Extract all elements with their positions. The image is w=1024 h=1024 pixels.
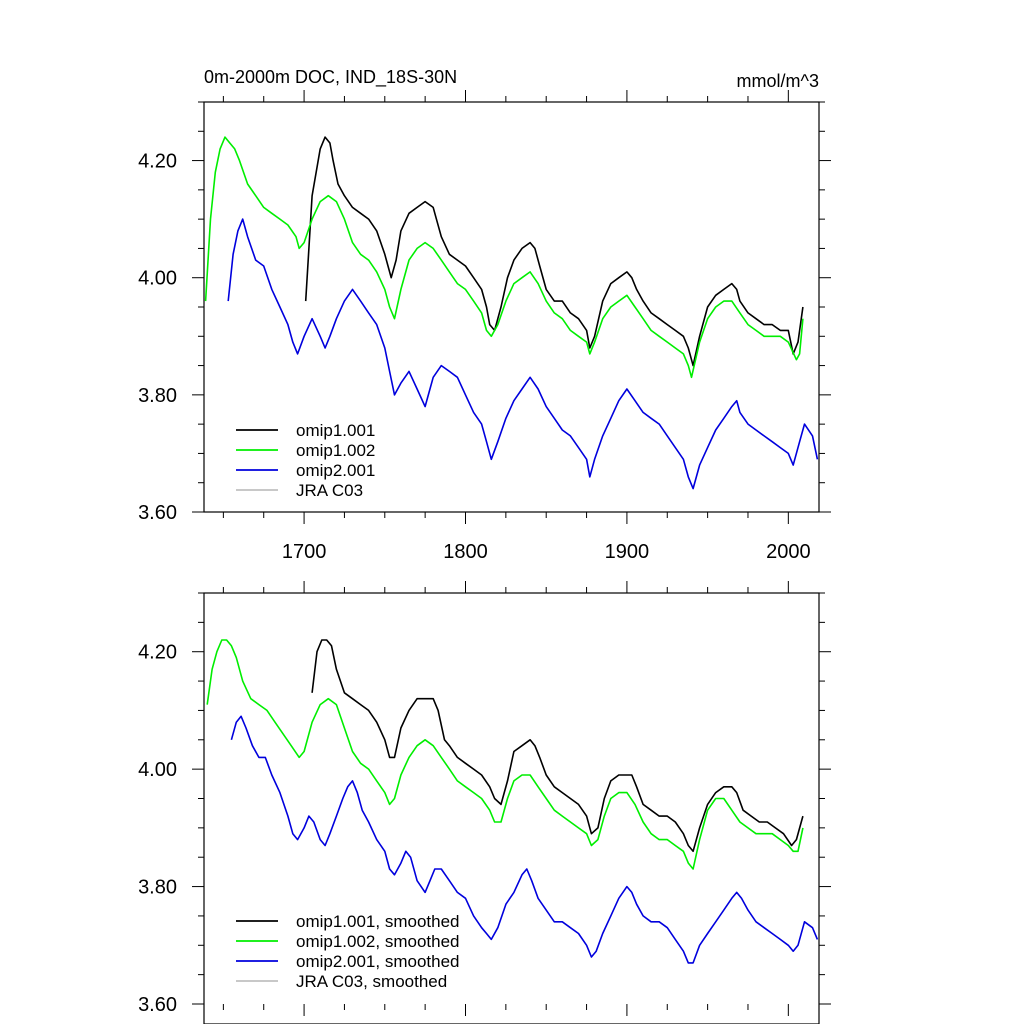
legend-label: omip1.002 bbox=[296, 441, 375, 460]
series-line-omip2-001-smoothed bbox=[230, 715, 819, 964]
series-line-omip1-002 bbox=[204, 136, 804, 379]
x-tick-label: 1900 bbox=[605, 541, 650, 563]
top-y-tick-labels: 3.60 3.80 4.00 4.20 bbox=[138, 151, 177, 524]
bottom-plot-frame bbox=[203, 592, 820, 1024]
y-tick-label: 3.80 bbox=[138, 385, 177, 407]
legend-label: omip1.001 bbox=[296, 421, 375, 440]
y-tick-label: 4.00 bbox=[138, 759, 177, 781]
legend-label: omip2.001, smoothed bbox=[296, 952, 460, 971]
series-line-omip2-001 bbox=[227, 218, 819, 490]
top-panel: 3.60 3.80 4.00 4.20 1700 1800 1900 2000 omip1.… bbox=[138, 90, 831, 563]
legend-label: JRA C03 bbox=[296, 481, 363, 500]
x-tick-label: 1700 bbox=[282, 541, 327, 563]
legend-label: omip2.001 bbox=[296, 461, 375, 480]
legend-label: JRA C03, smoothed bbox=[296, 972, 447, 991]
x-tick-label: 2000 bbox=[766, 541, 811, 563]
y-tick-label: 3.80 bbox=[138, 877, 177, 899]
units-label: mmol/m^3 bbox=[737, 71, 819, 91]
bottom-panel: 3.603.804.004.20 omip1.001, smoothedomip… bbox=[138, 581, 831, 1024]
y-tick-label: 4.20 bbox=[138, 642, 177, 664]
y-tick-label: 4.20 bbox=[138, 151, 177, 173]
chart-title: 0m-2000m DOC, IND_18S-30N bbox=[204, 67, 457, 88]
series-line-omip1-001 bbox=[304, 136, 804, 367]
y-tick-label: 3.60 bbox=[138, 502, 177, 524]
series-line-omip1-001-smoothed bbox=[311, 639, 804, 853]
y-tick-label: 4.00 bbox=[138, 268, 177, 290]
top-series-lines bbox=[204, 136, 819, 490]
legend-label: omip1.002, smoothed bbox=[296, 932, 460, 951]
top-axis-ticks bbox=[192, 90, 831, 524]
bottom-series-lines bbox=[206, 639, 819, 964]
y-tick-label: 3.60 bbox=[138, 994, 177, 1016]
top-x-tick-labels: 1700 1800 1900 2000 bbox=[282, 541, 811, 563]
series-line-omip1-002-smoothed bbox=[206, 639, 804, 870]
legend-label: omip1.001, smoothed bbox=[296, 912, 460, 931]
x-tick-label: 1800 bbox=[443, 541, 488, 563]
bottom-axis-ticks bbox=[192, 581, 831, 1016]
bottom-y-tick-labels: 3.60 3.80 4.00 4.20 bbox=[138, 642, 177, 1016]
